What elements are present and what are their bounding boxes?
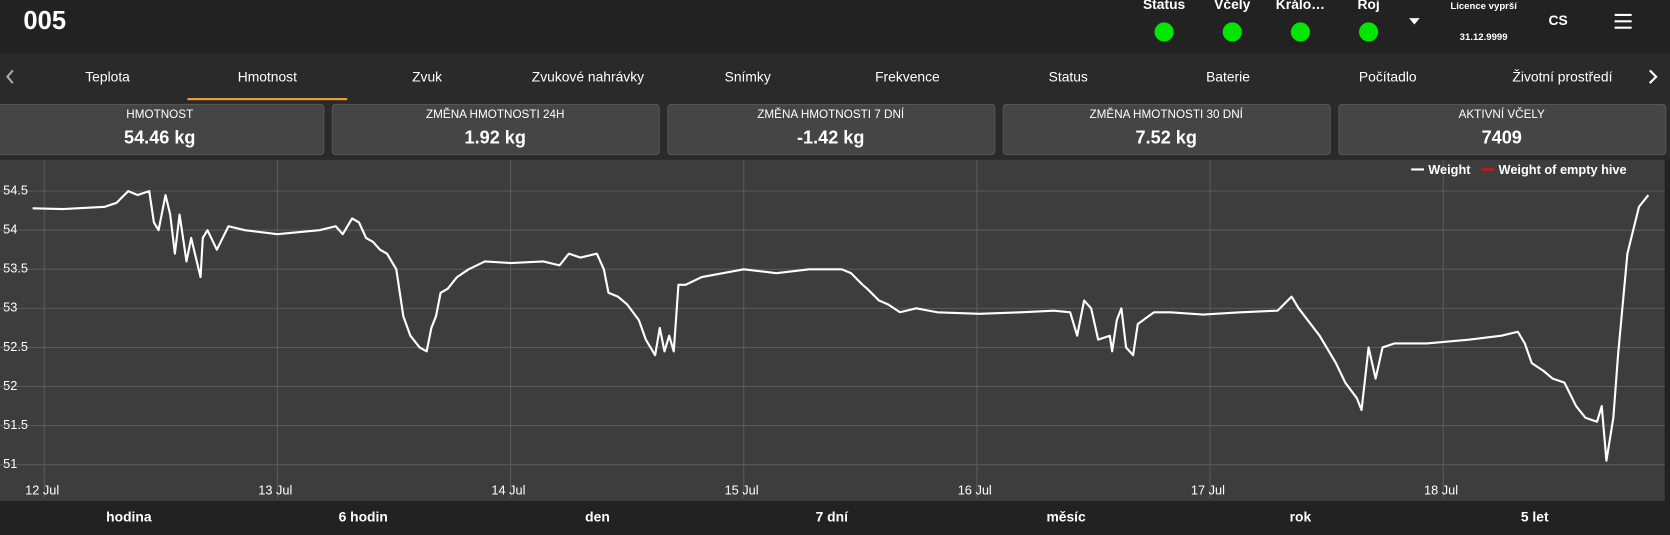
stat-value: 7.52 kg bbox=[1136, 127, 1197, 147]
stat-card bbox=[667, 103, 996, 156]
tab-underline bbox=[187, 98, 348, 101]
range-button[interactable]: den bbox=[585, 509, 610, 525]
x-tick-label: 16 Jul bbox=[958, 483, 992, 498]
indicator-label: Králo… bbox=[1276, 0, 1325, 12]
y-tick-label: 52.5 bbox=[3, 339, 28, 354]
stat-value: -1.42 kg bbox=[797, 127, 864, 147]
tab[interactable]: Hmotnost bbox=[238, 68, 297, 84]
stat-card bbox=[1338, 103, 1667, 156]
stat-value: 1.92 kg bbox=[465, 127, 526, 147]
chart-area bbox=[0, 159, 1665, 501]
indicator-dot bbox=[1154, 22, 1174, 42]
x-tick-label: 17 Jul bbox=[1191, 483, 1225, 498]
tab-bar bbox=[0, 53, 1670, 103]
range-button[interactable]: hodina bbox=[106, 509, 152, 525]
indicator-label: Včely bbox=[1214, 0, 1250, 12]
tab[interactable]: Baterie bbox=[1206, 68, 1250, 84]
legend-entry[interactable]: Weight bbox=[1428, 162, 1471, 177]
indicator-label: Status bbox=[1143, 0, 1186, 12]
x-tick-label: 15 Jul bbox=[725, 483, 759, 498]
stat-card bbox=[0, 103, 325, 156]
page-title: 005 bbox=[23, 7, 66, 35]
range-button[interactable]: měsíc bbox=[1046, 509, 1086, 525]
y-tick-label: 51.5 bbox=[3, 417, 28, 432]
stat-value: 54.46 kg bbox=[124, 127, 195, 147]
tab[interactable]: Snímky bbox=[725, 68, 771, 84]
stat-label: ZMĚNA HMOTNOSTI 30 DNÍ bbox=[1090, 108, 1244, 121]
weight-line bbox=[32, 190, 1650, 462]
range-button[interactable]: rok bbox=[1290, 509, 1312, 525]
range-button[interactable]: 6 hodin bbox=[339, 509, 388, 525]
x-tick-label: 12 Jul bbox=[25, 483, 59, 498]
tab[interactable]: Status bbox=[1049, 68, 1088, 84]
tab[interactable]: Počítadlo bbox=[1359, 68, 1417, 84]
y-tick-label: 52 bbox=[3, 378, 17, 393]
range-button[interactable]: 7 dní bbox=[816, 509, 849, 525]
indicator-dot bbox=[1290, 22, 1311, 42]
y-tick-label: 51 bbox=[3, 456, 17, 471]
stat-value: 7409 bbox=[1482, 127, 1522, 147]
stat-card bbox=[331, 103, 660, 156]
legend-entry[interactable]: Weight of empty hive bbox=[1499, 162, 1627, 177]
licence-date: 31.12.9999 bbox=[1460, 32, 1508, 43]
y-tick-label: 53.5 bbox=[3, 261, 28, 276]
tab[interactable]: Zvuk bbox=[412, 68, 442, 84]
stat-label: HMOTNOST bbox=[126, 108, 193, 121]
indicator-label: Roj bbox=[1357, 0, 1379, 12]
language[interactable]: CS bbox=[1549, 12, 1568, 28]
tab-prev[interactable] bbox=[6, 69, 14, 84]
header-bar bbox=[0, 0, 1670, 54]
range-button[interactable]: 5 let bbox=[1521, 509, 1549, 525]
stat-label: ZMĚNA HMOTNOSTI 24H bbox=[426, 108, 564, 121]
licence-label: Licence vyprší bbox=[1450, 1, 1517, 12]
indicator-dot bbox=[1222, 22, 1242, 42]
x-tick-label: 13 Jul bbox=[258, 483, 292, 498]
tab[interactable]: Teplota bbox=[85, 68, 130, 84]
indicator-dot bbox=[1359, 22, 1379, 42]
stat-label: AKTIVNÍ VČELY bbox=[1459, 108, 1545, 121]
tab[interactable]: Frekvence bbox=[875, 68, 940, 84]
y-tick-label: 53 bbox=[3, 300, 17, 315]
range-bar bbox=[0, 500, 1670, 535]
stat-card bbox=[1002, 103, 1331, 156]
tab-next[interactable] bbox=[1649, 69, 1658, 84]
y-tick-label: 54.5 bbox=[3, 182, 28, 197]
dropdown-arrow[interactable] bbox=[1409, 18, 1420, 25]
y-tick-label: 54 bbox=[3, 222, 17, 237]
menu-icon[interactable] bbox=[1614, 13, 1632, 29]
x-tick-label: 14 Jul bbox=[491, 483, 525, 498]
stat-label: ZMĚNA HMOTNOSTI 7 DNÍ bbox=[757, 108, 905, 121]
x-tick-label: 18 Jul bbox=[1424, 483, 1458, 498]
tab[interactable]: Zvukové nahrávky bbox=[532, 68, 644, 84]
tab[interactable]: Životní prostředí bbox=[1512, 68, 1612, 84]
